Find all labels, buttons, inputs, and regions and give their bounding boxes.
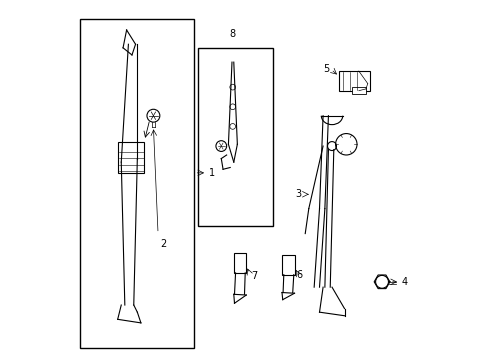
Bar	[198, 48, 272, 226]
Text: 5: 5	[323, 64, 329, 74]
Text: 7: 7	[250, 271, 257, 282]
Text: 1: 1	[208, 168, 214, 178]
Bar	[233, 253, 246, 273]
Bar	[339, 71, 369, 91]
Text: 6: 6	[296, 270, 302, 280]
Bar	[351, 87, 365, 94]
Text: 2: 2	[160, 239, 166, 249]
Text: 4: 4	[401, 277, 407, 287]
Bar	[80, 19, 194, 348]
Text: 3: 3	[295, 189, 301, 199]
Bar	[282, 255, 294, 275]
Bar	[118, 143, 144, 173]
Text: 8: 8	[228, 29, 235, 39]
